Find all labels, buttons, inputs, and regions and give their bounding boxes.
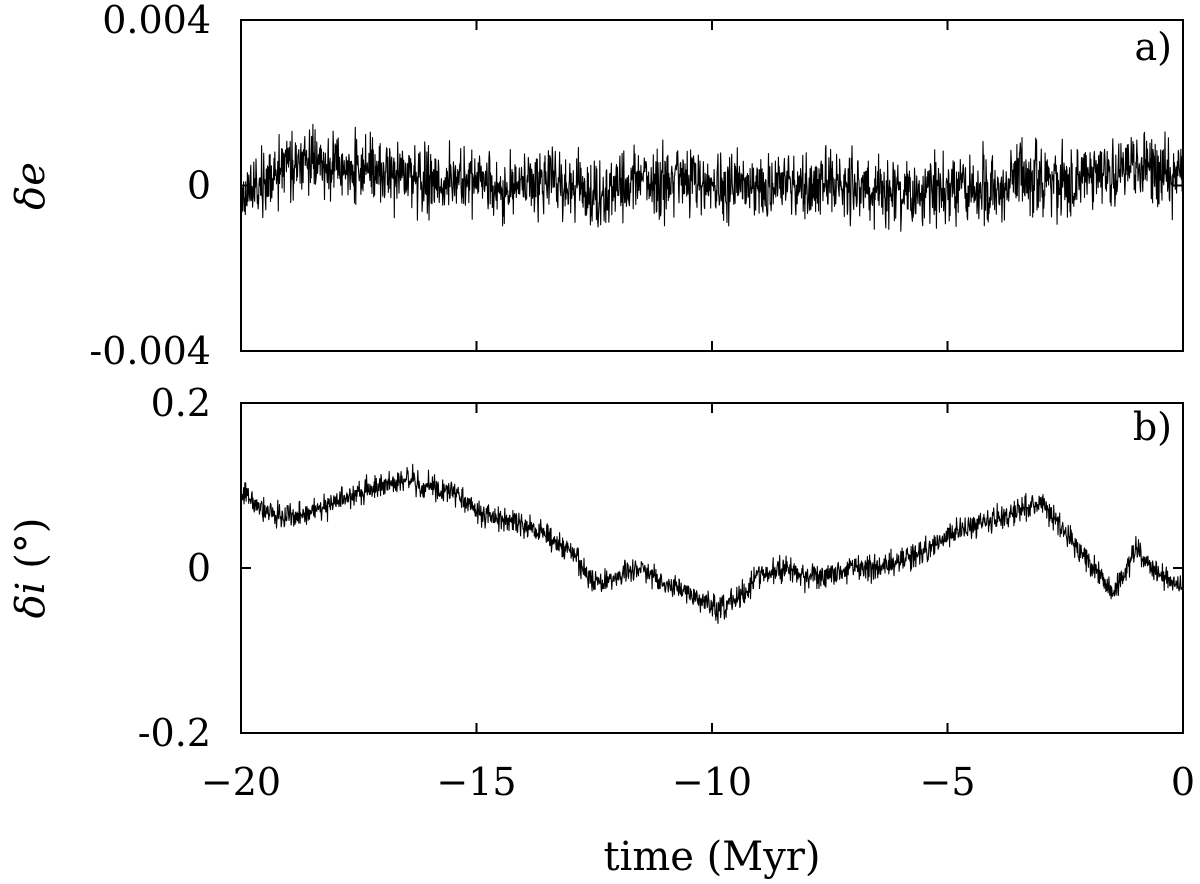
x-tick-label: 0 bbox=[1171, 760, 1195, 804]
y-tick-label: -0.2 bbox=[138, 711, 211, 755]
panel-b-frame bbox=[240, 402, 1184, 734]
x-axis-title: time (Myr) bbox=[603, 834, 820, 880]
panel-a: -0.004 0 0.004 a) δe bbox=[8, 0, 1184, 373]
panel-a-y-axis-title: δe bbox=[8, 162, 54, 210]
x-tick-label: −5 bbox=[919, 760, 975, 804]
x-tick-label: −15 bbox=[436, 760, 516, 804]
panel-a-y-tick-labels: -0.004 0 0.004 bbox=[89, 0, 211, 373]
panel-b-x-tick-labels: −20 −15 −10 −5 0 bbox=[201, 760, 1195, 804]
y-tick-label: 0.004 bbox=[102, 0, 211, 42]
panel-b-y-tick-labels: -0.2 0 0.2 bbox=[138, 381, 211, 755]
panel-b-label: b) bbox=[1133, 405, 1172, 449]
y-tick-label: 0 bbox=[187, 164, 211, 208]
x-tick-label: −20 bbox=[201, 760, 281, 804]
panel-b-series-line bbox=[240, 463, 1184, 625]
y-tick-label: 0 bbox=[187, 546, 211, 590]
y-tick-label: 0.2 bbox=[151, 381, 211, 425]
x-tick-label: −10 bbox=[672, 760, 752, 804]
panel-b-ticks bbox=[240, 402, 1184, 734]
panel-b: -0.2 0 0.2 −20 −15 −10 −5 0 b) δi (°) time (My… bbox=[8, 381, 1195, 880]
panel-b-y-axis-title: δi (°) bbox=[8, 518, 54, 619]
panel-a-label: a) bbox=[1135, 25, 1172, 69]
panel-a-series-line bbox=[240, 123, 1184, 232]
y-tick-label: -0.004 bbox=[89, 329, 211, 373]
